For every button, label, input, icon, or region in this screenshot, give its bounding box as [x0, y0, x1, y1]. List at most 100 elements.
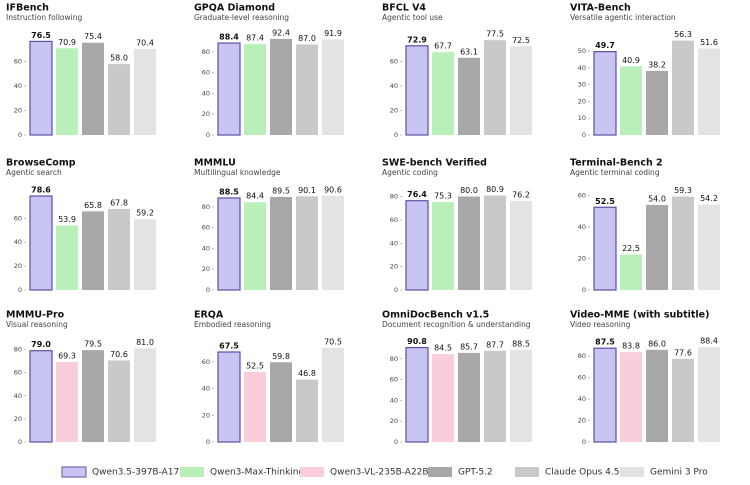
bar: [322, 195, 344, 290]
bar: [432, 202, 454, 290]
bar: [484, 195, 506, 290]
bar: [108, 208, 130, 290]
bar: [82, 350, 104, 442]
chart-title: BFCL V4: [382, 3, 426, 14]
bar: [458, 352, 480, 442]
legend-swatch: [620, 467, 644, 477]
chart-title: Terminal-Bench 2: [570, 158, 663, 169]
bar: [646, 204, 668, 290]
y-tick-label: 30: [578, 81, 586, 89]
chart-subtitle: Agentic search: [6, 168, 62, 177]
y-tick-label: 60: [578, 374, 586, 382]
bar: [29, 195, 53, 291]
bar: [646, 349, 668, 442]
chart-subtitle: Agentic tool use: [382, 13, 443, 22]
value-label: 70.4: [136, 38, 154, 47]
value-label: 53.9: [58, 215, 76, 224]
bar: [270, 362, 292, 442]
chart-subtitle: Document recognition & understanding: [382, 320, 531, 329]
bar: [322, 348, 344, 442]
y-tick-label: 40: [14, 392, 22, 400]
value-label: 46.8: [298, 369, 316, 378]
legend-label: Claude Opus 4.5: [545, 468, 619, 478]
y-tick-label: 60: [14, 58, 22, 66]
y-tick-label: 20: [202, 265, 210, 273]
value-label: 77.6: [674, 348, 692, 357]
value-label: 76.4: [407, 190, 427, 199]
y-tick-label: 60: [390, 376, 398, 384]
value-label: 79.5: [84, 340, 102, 349]
bar: [244, 44, 266, 135]
y-tick-label: 20: [390, 107, 398, 115]
value-label: 87.0: [298, 34, 316, 43]
legend-swatch: [515, 467, 539, 477]
value-label: 87.7: [486, 340, 504, 349]
y-tick-label: 40: [578, 223, 586, 231]
value-label: 70.9: [58, 38, 76, 47]
bar: [620, 254, 642, 290]
bar: [484, 350, 506, 442]
bar: [134, 48, 156, 136]
bar: [134, 219, 156, 290]
chart-subtitle: Instruction following: [6, 13, 82, 22]
y-tick-label: 20: [390, 417, 398, 425]
value-label: 38.2: [648, 60, 666, 69]
value-label: 72.9: [407, 35, 427, 44]
y-tick-label: 0: [206, 286, 210, 294]
value-label: 85.7: [460, 342, 478, 351]
value-label: 75.4: [84, 32, 102, 41]
chart-title: SWE-bench Verified: [382, 158, 487, 169]
bar: [620, 66, 642, 135]
y-tick-label: 0: [206, 438, 210, 446]
value-label: 67.5: [219, 342, 239, 351]
value-label: 84.4: [246, 192, 264, 201]
value-label: 54.0: [648, 194, 666, 203]
value-label: 88.4: [700, 337, 718, 346]
value-label: 87.5: [595, 338, 615, 347]
bar: [593, 206, 617, 291]
legend-label: Qwen3.5-397B-A17B: [92, 468, 185, 478]
bar: [484, 40, 506, 136]
y-tick-label: 40: [390, 239, 398, 247]
y-tick-label: 60: [14, 214, 22, 222]
y-tick-label: 60: [14, 369, 22, 377]
y-tick-label: 60: [390, 216, 398, 224]
legend-label: Qwen3-Max-Thinking: [210, 468, 304, 478]
y-tick-label: 0: [582, 286, 586, 294]
y-tick-label: 20: [578, 254, 586, 262]
legend-label: GPT-5.2: [458, 468, 493, 478]
y-tick-label: 0: [206, 131, 210, 139]
y-tick-label: 20: [202, 411, 210, 419]
value-label: 54.2: [700, 194, 718, 203]
y-tick-label: 40: [390, 82, 398, 90]
bar: [432, 354, 454, 442]
bar: [270, 196, 292, 290]
value-label: 75.3: [434, 192, 452, 201]
bar: [458, 196, 480, 290]
y-tick-label: 80: [14, 346, 22, 354]
chart-title: OmniDocBench v1.5: [382, 310, 489, 321]
value-label: 67.7: [434, 42, 452, 51]
value-label: 87.4: [246, 34, 264, 43]
y-tick-label: 80: [202, 48, 210, 56]
bar: [270, 38, 292, 135]
bar: [56, 361, 78, 442]
y-tick-label: 80: [202, 203, 210, 211]
bar: [108, 360, 130, 442]
bar: [405, 45, 429, 136]
y-tick-label: 20: [578, 97, 586, 105]
value-label: 90.1: [298, 186, 316, 195]
y-tick-label: 60: [202, 69, 210, 77]
y-tick-label: 0: [18, 286, 22, 294]
value-label: 88.4: [219, 33, 239, 42]
y-tick-label: 40: [578, 64, 586, 72]
legend-swatch: [300, 467, 324, 477]
y-tick-label: 10: [578, 114, 586, 122]
bar: [458, 57, 480, 135]
bar: [672, 358, 694, 442]
chart-title: VITA-Bench: [570, 3, 631, 14]
bar: [82, 211, 104, 290]
value-label: 56.3: [674, 30, 692, 39]
chart-title: Video-MME (with subtitle): [570, 310, 709, 321]
